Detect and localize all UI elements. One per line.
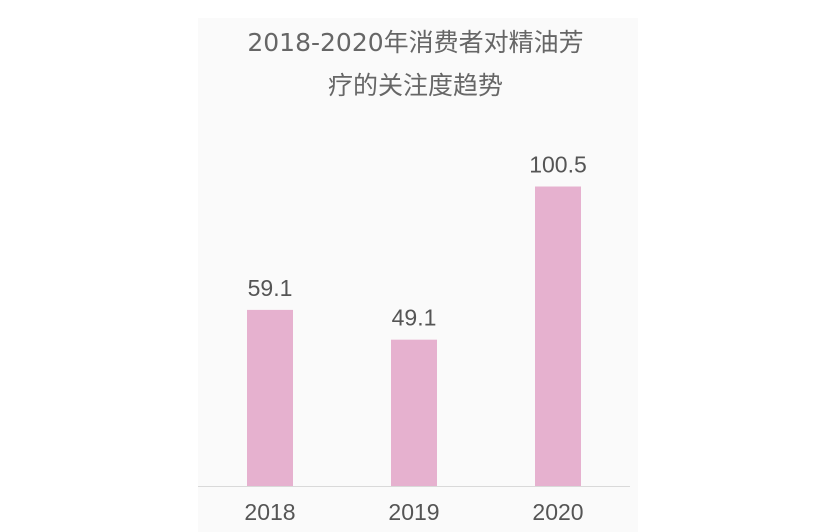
bar-value-label-2020: 100.5 xyxy=(529,152,587,178)
bar-value-label-2019: 49.1 xyxy=(392,305,437,331)
bar-value-label-2018: 59.1 xyxy=(248,275,293,301)
chart-title-line-2: 疗的关注度趋势 xyxy=(327,71,503,100)
bar-2020 xyxy=(535,186,581,486)
x-tick-label-2019: 2019 xyxy=(388,499,439,525)
bar-2019 xyxy=(391,339,437,486)
x-tick-label-2020: 2020 xyxy=(532,499,583,525)
bar-2018 xyxy=(247,309,293,486)
chart-title-line-1: 2018-2020年消费者对精油芳 xyxy=(247,28,584,57)
x-tick-label-2018: 2018 xyxy=(244,499,295,525)
